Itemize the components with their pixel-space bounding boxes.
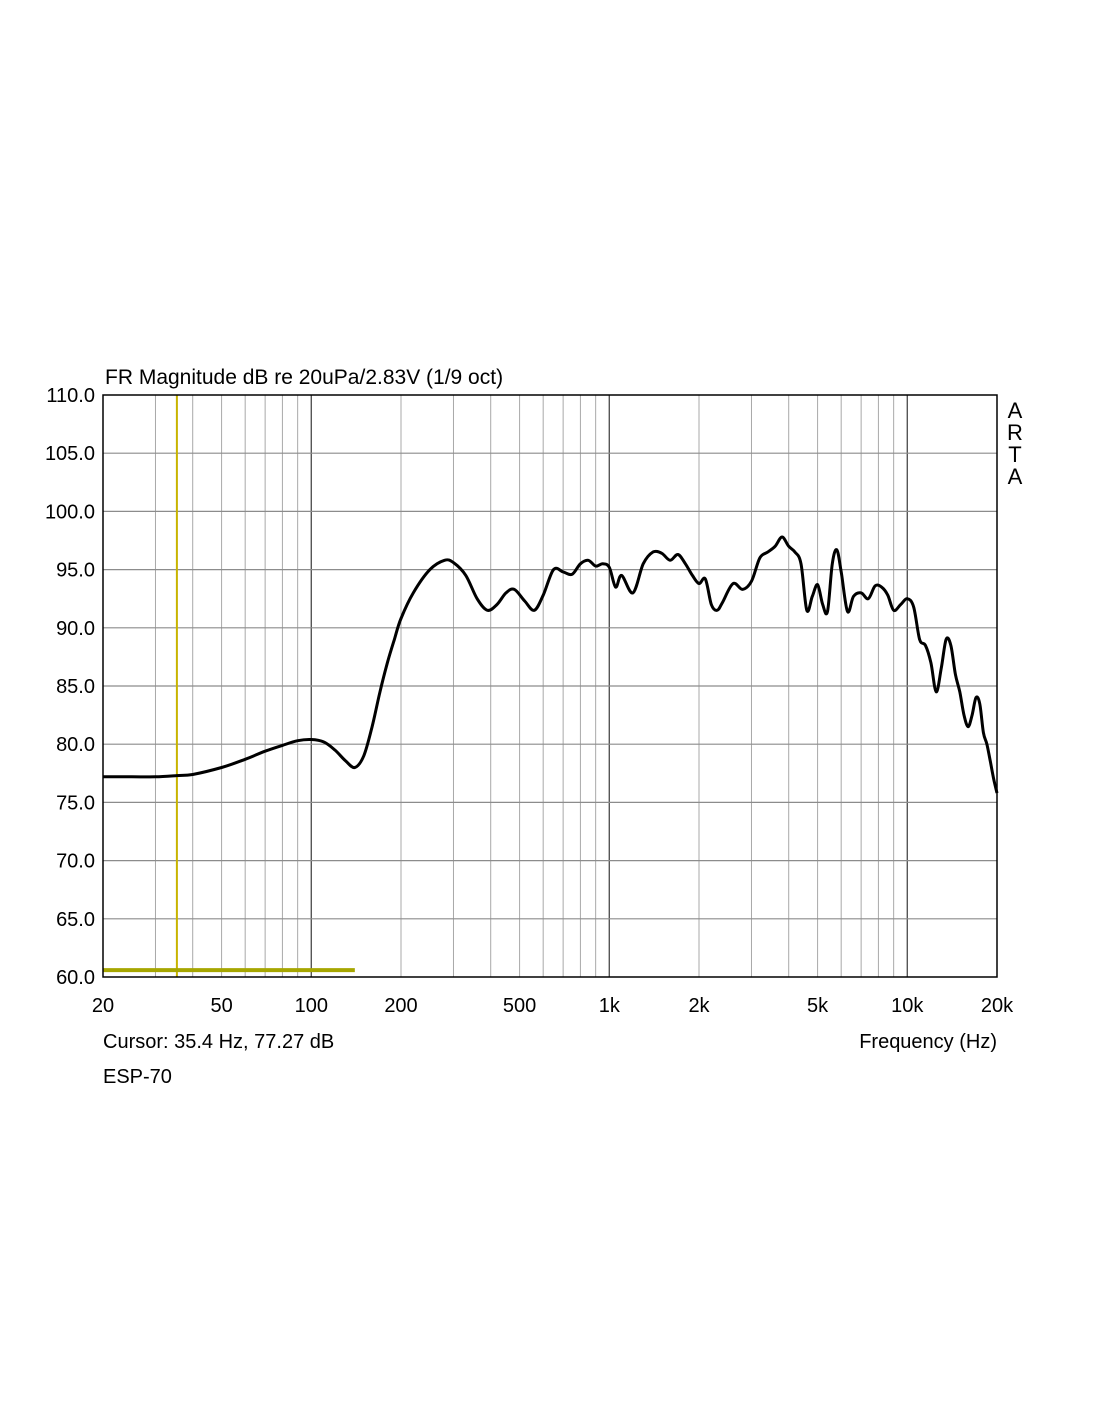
response-curve <box>103 535 999 794</box>
y-tick-label: 80.0 <box>56 734 95 756</box>
y-tick-label: 100.0 <box>45 501 95 523</box>
x-axis-tick-labels: 20 50 100 200 500 1k 2k 5k 10k 20k <box>92 995 1014 1017</box>
grid <box>103 395 997 977</box>
y-tick-label: 95.0 <box>56 560 95 582</box>
plot-frame <box>102 394 998 978</box>
x-tick-label: 100 <box>295 995 328 1017</box>
brand-letter: R <box>1007 420 1023 445</box>
cursor-layer <box>103 395 355 977</box>
x-tick-label: 10k <box>891 995 924 1017</box>
y-tick-label: 110.0 <box>46 385 95 407</box>
device-name: ESP-70 <box>103 1066 172 1088</box>
x-axis-label: Frequency (Hz) <box>859 1031 997 1053</box>
brand-letter: T <box>1008 442 1021 467</box>
x-tick-label: 200 <box>384 995 417 1017</box>
y-tick-label: 75.0 <box>56 792 95 814</box>
x-tick-label: 1k <box>599 995 621 1017</box>
x-tick-label: 20 <box>92 995 114 1017</box>
x-tick-label: 500 <box>503 995 536 1017</box>
y-tick-label: 70.0 <box>56 851 95 873</box>
chart-title: FR Magnitude dB re 20uPa/2.83V (1/9 oct) <box>105 366 503 389</box>
x-tick-label: 2k <box>688 995 710 1017</box>
x-tick-label: 20k <box>981 995 1014 1017</box>
y-tick-label: 90.0 <box>56 618 95 640</box>
x-tick-label: 5k <box>807 995 829 1017</box>
brand-letter: A <box>1008 464 1023 489</box>
y-axis-tick-labels: 110.0 105.0 100.0 95.0 90.0 85.0 80.0 75.0 70.0 6… <box>45 385 95 989</box>
cursor-readout: Cursor: 35.4 Hz, 77.27 dB <box>103 1031 334 1053</box>
y-tick-label: 105.0 <box>45 443 95 465</box>
series-layer <box>103 535 999 794</box>
y-tick-label: 60.0 <box>56 967 95 989</box>
x-tick-label: 50 <box>210 995 232 1017</box>
brand-letter: A <box>1008 398 1023 423</box>
y-tick-label: 65.0 <box>56 909 95 931</box>
y-tick-label: 85.0 <box>56 676 95 698</box>
